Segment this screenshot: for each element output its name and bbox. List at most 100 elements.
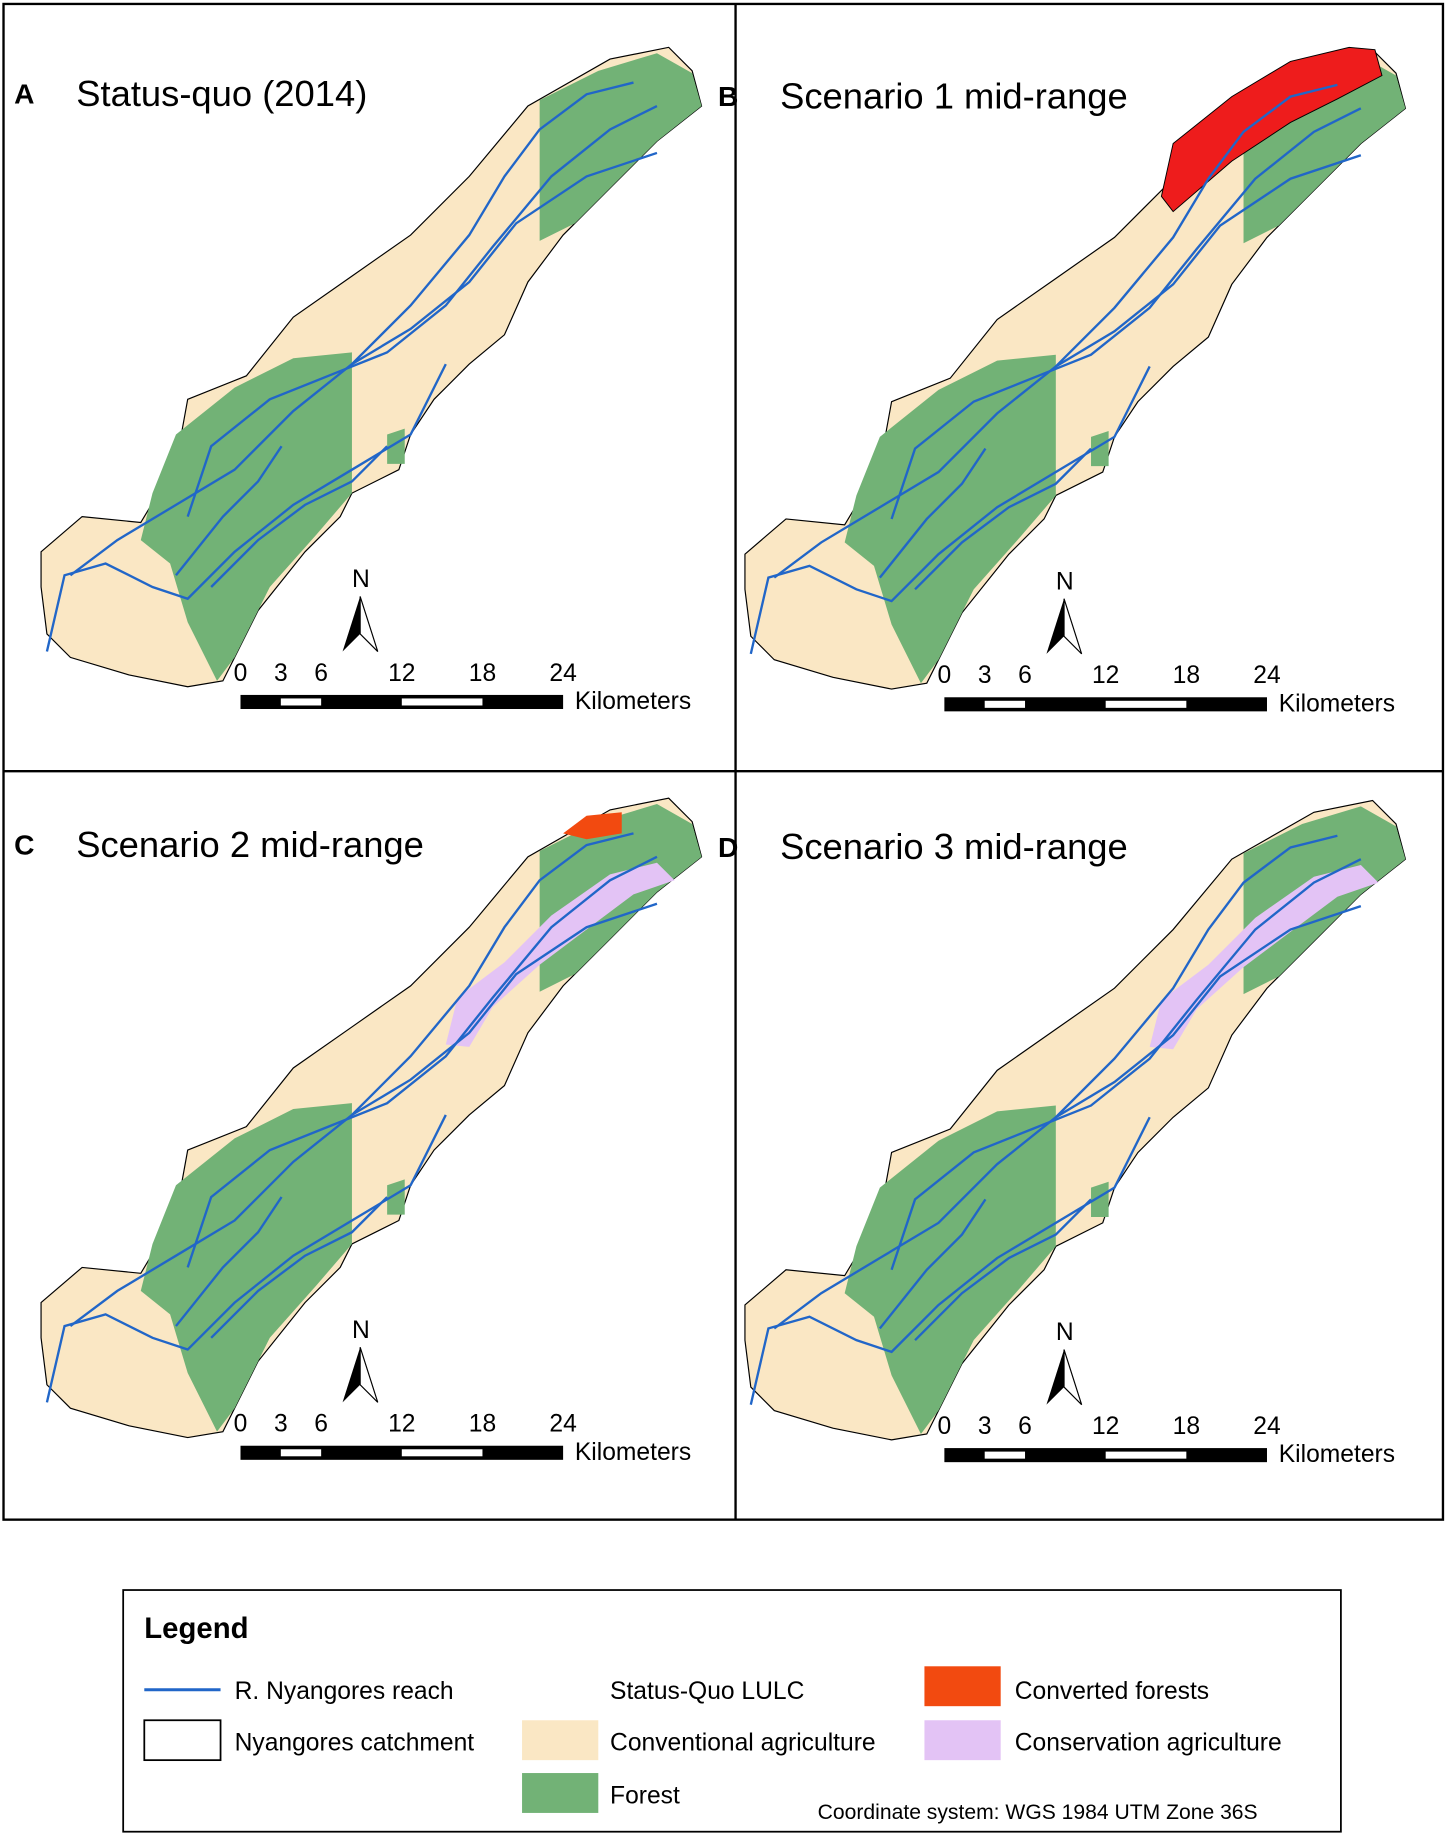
north-arrow: [342, 1347, 361, 1403]
north-arrow: [359, 596, 379, 652]
north-arrow: [359, 1347, 379, 1403]
scale-label: 6: [314, 1411, 328, 1438]
river: [890, 858, 1362, 1271]
forest-area: [844, 1105, 1056, 1435]
map-panel: B Scenario 1 mid-range N 0 3 6 12 18 24Kilometer…: [718, 46, 1407, 717]
legend-label: Nyangores catchment: [235, 1730, 475, 1757]
legend-swatch: [924, 1720, 1001, 1761]
forest-area: [1091, 1181, 1109, 1217]
scale-unit: Kilometers: [575, 1439, 691, 1466]
legend-label: Converted forests: [1015, 1678, 1209, 1705]
north-arrow: [1063, 1349, 1083, 1406]
river: [1054, 834, 1338, 1119]
scale-label: 24: [1253, 1413, 1280, 1440]
scale-segment: [984, 700, 1026, 708]
north-arrow: [1063, 598, 1083, 655]
river: [186, 855, 658, 1268]
river: [175, 445, 283, 577]
river: [773, 904, 1362, 1330]
panel-title: Status-quo (2014): [76, 73, 367, 114]
scale-label: 12: [388, 660, 415, 687]
panel-letter: A: [14, 79, 34, 110]
scale-label: 12: [1092, 1413, 1119, 1440]
panel-letter: C: [14, 829, 34, 860]
scale-label: 24: [1253, 662, 1280, 689]
panel-title: Scenario 2 mid-range: [76, 824, 424, 865]
forest-area: [140, 1103, 352, 1432]
legend-swatch: [924, 1666, 1001, 1707]
forest-area: [140, 352, 352, 681]
north-arrow: [342, 596, 361, 652]
scale-unit: Kilometers: [1279, 1441, 1395, 1468]
scale-unit: Kilometers: [1279, 690, 1395, 717]
north-arrow: [1046, 1349, 1065, 1405]
scale-label: 18: [1173, 1413, 1200, 1440]
panel-title: Scenario 1 mid-range: [780, 75, 1128, 116]
river: [773, 154, 1362, 579]
river: [914, 447, 1092, 591]
forest-area: [387, 428, 405, 464]
legend: Legend R. Nyangores reach Nyangores catc…: [122, 1589, 1342, 1833]
scale-label: 18: [469, 1411, 496, 1438]
river: [1054, 83, 1338, 368]
scale-label: 6: [1018, 1413, 1032, 1440]
river: [351, 832, 634, 1116]
scale-segment: [1105, 1451, 1187, 1459]
panel-letter: D: [718, 832, 738, 863]
river: [914, 1198, 1092, 1341]
scale-label: 18: [469, 660, 496, 687]
river: [186, 104, 658, 517]
legend-swatch: [143, 1719, 222, 1762]
scale-label: 24: [549, 660, 576, 687]
scale-label: 0: [234, 1411, 248, 1438]
scale-label: 12: [1092, 662, 1119, 689]
north-label: N: [1056, 1319, 1074, 1346]
scale-segment: [401, 698, 483, 706]
scale-label: 6: [314, 660, 328, 687]
scale-unit: Kilometers: [575, 688, 691, 715]
forest-area: [387, 1179, 405, 1215]
scale-label: 3: [274, 1411, 288, 1438]
river: [878, 447, 987, 579]
forest-area: [539, 53, 702, 241]
forest-area: [1091, 430, 1109, 467]
legend-label: Forest: [610, 1783, 680, 1810]
scale-label: 12: [388, 1411, 415, 1438]
north-label: N: [352, 1317, 370, 1344]
scale-label: 0: [938, 662, 952, 689]
river: [351, 81, 634, 365]
north-label: N: [1056, 568, 1074, 595]
river: [890, 107, 1362, 520]
north-label: N: [352, 566, 370, 593]
panel-title: Scenario 3 mid-range: [780, 826, 1128, 867]
map-panel: D Scenario 3 mid-range N 0 3 6 12 18 24Kilometer…: [718, 799, 1407, 1468]
panel-letter: B: [718, 81, 738, 112]
forest-area: [844, 354, 1056, 684]
north-arrow: [1046, 598, 1065, 654]
legend-title: Legend: [144, 1612, 248, 1645]
scale-label: 18: [1173, 662, 1200, 689]
scale-label: 0: [234, 660, 248, 687]
scale-label: 3: [274, 660, 288, 687]
legend-label: Conventional agriculture: [610, 1730, 876, 1757]
scale-label: 6: [1018, 662, 1032, 689]
legend-swatch: [522, 1720, 599, 1761]
scale-label: 0: [938, 1413, 952, 1440]
legend-label: R. Nyangores reach: [235, 1678, 454, 1705]
legend-heading: Status-Quo LULC: [610, 1678, 804, 1705]
map-panel: C Scenario 2 mid-range N 0 3 6 12 18 24Kilometer…: [14, 797, 703, 1466]
scale-segment: [401, 1449, 483, 1457]
river: [210, 445, 388, 588]
scale-segment: [1105, 700, 1187, 708]
scale-segment: [280, 698, 322, 706]
converted-forest: [563, 812, 622, 840]
coordinate-note: Coordinate system: WGS 1984 UTM Zone 36S: [818, 1801, 1258, 1824]
legend-label: Conservation agriculture: [1015, 1730, 1282, 1757]
legend-swatch: [522, 1773, 599, 1813]
legend-box: [122, 1589, 1342, 1833]
scale-segment: [984, 1451, 1026, 1459]
